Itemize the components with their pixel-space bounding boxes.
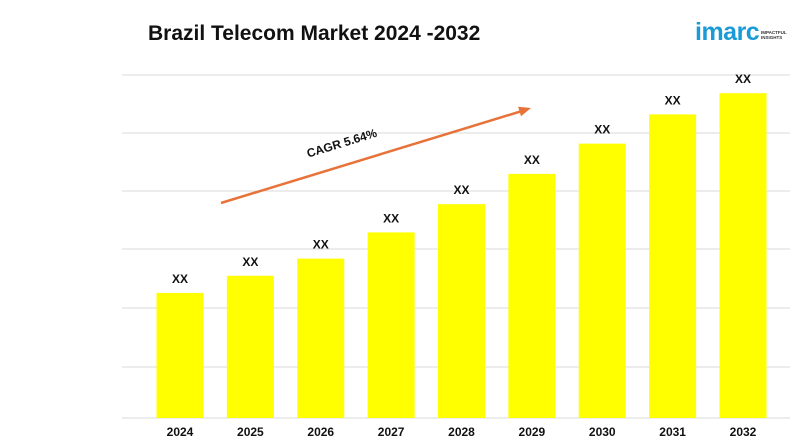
bar-2029 bbox=[508, 173, 556, 418]
cagr-label: CAGR 5.64% bbox=[305, 126, 379, 161]
x-tick-2031: 2031 bbox=[659, 425, 686, 439]
bar-2031 bbox=[649, 114, 697, 419]
logo-tagline: IMPACTFUL INSIGHTS bbox=[761, 30, 787, 40]
logo-wordmark: imarc bbox=[695, 18, 760, 46]
x-tick-2030: 2030 bbox=[589, 425, 616, 439]
data-label-2030: XX bbox=[594, 123, 610, 137]
bar-2028 bbox=[438, 204, 485, 418]
cagr-arrow-head bbox=[518, 106, 531, 117]
bar-2025 bbox=[226, 275, 274, 418]
data-labels: XX XX XX XX XX XX XX XX XX bbox=[172, 72, 751, 286]
data-label-2025: XX bbox=[242, 255, 258, 269]
imarc-logo: imarc IMPACTFUL INSIGHTS bbox=[695, 18, 787, 52]
data-label-2031: XX bbox=[665, 93, 681, 107]
x-tick-2027: 2027 bbox=[378, 425, 405, 439]
data-label-2024: XX bbox=[172, 272, 188, 286]
x-tick-2032: 2032 bbox=[730, 425, 757, 439]
data-label-2032: XX bbox=[735, 72, 751, 86]
data-label-2029: XX bbox=[524, 153, 540, 167]
chart-title: Brazil Telecom Market 2024 -2032 bbox=[148, 22, 481, 45]
x-tick-2026: 2026 bbox=[307, 425, 334, 439]
x-tick-2024: 2024 bbox=[167, 425, 194, 439]
bars bbox=[156, 93, 767, 419]
bar-2032 bbox=[719, 93, 767, 418]
x-axis-ticks: 2024 2025 2026 2027 2028 2029 2030 2031 2032 bbox=[167, 425, 757, 439]
x-tick-2028: 2028 bbox=[448, 425, 475, 439]
x-tick-2029: 2029 bbox=[519, 425, 546, 439]
bar-2030 bbox=[578, 143, 626, 419]
data-label-2027: XX bbox=[383, 211, 399, 225]
bar-2026 bbox=[297, 258, 345, 418]
cagr-arrow-line bbox=[220, 109, 523, 205]
bar-2024 bbox=[156, 292, 204, 418]
data-label-2026: XX bbox=[313, 238, 329, 252]
cagr-annotation: CAGR 5.64% bbox=[220, 106, 531, 205]
data-label-2028: XX bbox=[453, 183, 469, 197]
x-tick-2025: 2025 bbox=[237, 425, 264, 439]
bar-2027 bbox=[367, 232, 415, 418]
